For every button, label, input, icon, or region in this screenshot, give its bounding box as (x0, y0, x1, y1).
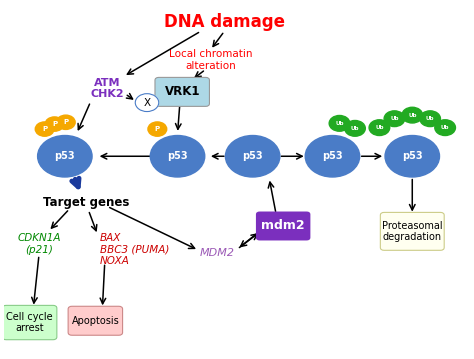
Text: Ub: Ub (335, 121, 344, 126)
Text: BAX
BBC3 (PUMA)
NOXA: BAX BBC3 (PUMA) NOXA (100, 233, 169, 266)
Text: Local chromatin
alteration: Local chromatin alteration (169, 49, 252, 70)
Text: P: P (155, 126, 160, 132)
Circle shape (35, 122, 54, 136)
Text: Apoptosis: Apoptosis (72, 316, 119, 326)
Text: MDM2: MDM2 (200, 248, 235, 258)
Text: Ub: Ub (375, 125, 383, 130)
Text: Ub: Ub (408, 113, 417, 118)
Text: p53: p53 (242, 151, 263, 161)
Text: P: P (52, 121, 57, 127)
Text: CDKN1A
(p21): CDKN1A (p21) (17, 233, 61, 255)
Text: p53: p53 (322, 151, 343, 161)
Circle shape (329, 116, 350, 131)
Text: P: P (42, 126, 47, 132)
Text: VRK1: VRK1 (164, 85, 200, 98)
Circle shape (148, 122, 167, 136)
Circle shape (385, 135, 439, 177)
Circle shape (345, 121, 365, 136)
Text: P: P (63, 119, 68, 125)
Text: X: X (144, 98, 151, 108)
Text: Ub: Ub (351, 126, 359, 131)
Text: mdm2: mdm2 (261, 219, 305, 233)
Circle shape (420, 111, 440, 127)
Circle shape (135, 94, 159, 112)
FancyBboxPatch shape (380, 213, 444, 250)
Text: Ub: Ub (426, 116, 434, 121)
Circle shape (402, 107, 423, 123)
Circle shape (369, 120, 390, 135)
FancyBboxPatch shape (68, 306, 123, 335)
Circle shape (384, 111, 405, 127)
Circle shape (45, 117, 64, 131)
FancyBboxPatch shape (155, 78, 210, 106)
Circle shape (305, 135, 360, 177)
Text: p53: p53 (402, 151, 423, 161)
Circle shape (226, 135, 280, 177)
Circle shape (56, 115, 75, 130)
Text: Ub: Ub (441, 125, 449, 130)
Circle shape (435, 120, 456, 135)
FancyBboxPatch shape (2, 306, 57, 340)
FancyBboxPatch shape (256, 211, 310, 241)
Text: Cell cycle
arrest: Cell cycle arrest (6, 312, 53, 334)
Text: p53: p53 (55, 151, 75, 161)
Circle shape (37, 135, 92, 177)
Text: ATM
CHK2: ATM CHK2 (90, 78, 124, 99)
Text: p53: p53 (167, 151, 188, 161)
Text: Proteasomal
degradation: Proteasomal degradation (382, 220, 443, 242)
Circle shape (150, 135, 205, 177)
Text: Target genes: Target genes (43, 196, 129, 209)
Text: DNA damage: DNA damage (164, 13, 285, 31)
Text: Ub: Ub (390, 116, 399, 121)
